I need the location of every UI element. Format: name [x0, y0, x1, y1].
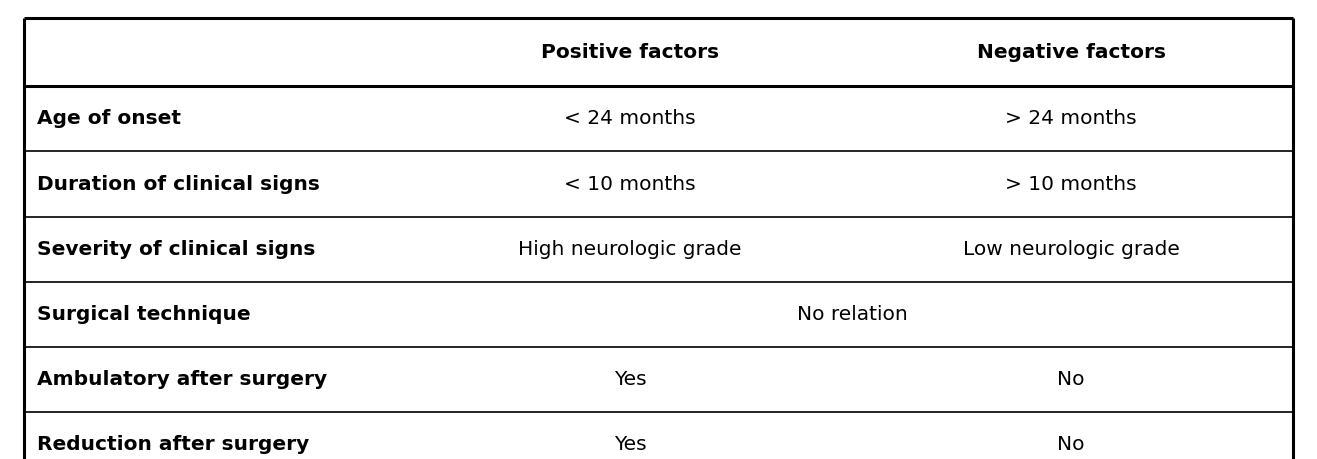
- Text: Age of onset: Age of onset: [37, 109, 180, 129]
- Text: < 24 months: < 24 months: [564, 109, 695, 129]
- Text: Negative factors: Negative factors: [977, 43, 1166, 62]
- Text: < 10 months: < 10 months: [564, 174, 695, 194]
- Text: Severity of clinical signs: Severity of clinical signs: [37, 240, 315, 259]
- Text: No relation: No relation: [797, 305, 907, 324]
- Text: Ambulatory after surgery: Ambulatory after surgery: [37, 370, 327, 389]
- Text: Duration of clinical signs: Duration of clinical signs: [37, 174, 320, 194]
- Text: > 10 months: > 10 months: [1005, 174, 1137, 194]
- Text: Surgical technique: Surgical technique: [37, 305, 250, 324]
- Text: Low neurologic grade: Low neurologic grade: [963, 240, 1180, 259]
- Text: No: No: [1058, 435, 1085, 454]
- Text: Positive factors: Positive factors: [541, 43, 719, 62]
- Text: Yes: Yes: [614, 435, 647, 454]
- Text: No: No: [1058, 370, 1085, 389]
- Text: > 24 months: > 24 months: [1005, 109, 1137, 129]
- Text: High neurologic grade: High neurologic grade: [518, 240, 741, 259]
- Text: Yes: Yes: [614, 370, 647, 389]
- Text: Reduction after surgery: Reduction after surgery: [37, 435, 309, 454]
